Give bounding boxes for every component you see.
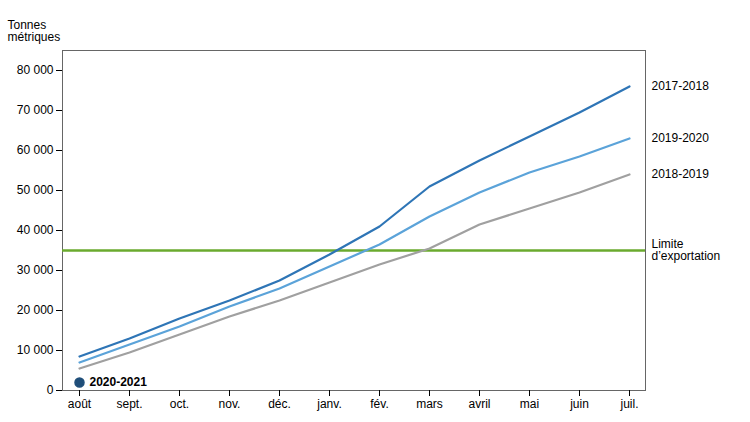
svg-text:oct.: oct. [170,397,189,411]
svg-text:20 000: 20 000 [17,303,54,317]
svg-text:Tonnesmétriques: Tonnesmétriques [8,18,61,44]
svg-text:70 000: 70 000 [17,103,54,117]
svg-text:janv.: janv. [316,397,341,411]
svg-text:juin: juin [569,397,589,411]
svg-text:40 000: 40 000 [17,223,54,237]
svg-text:fév.: fév. [370,397,388,411]
svg-text:sept.: sept. [116,397,142,411]
svg-text:80 000: 80 000 [17,63,54,77]
svg-text:30 000: 30 000 [17,263,54,277]
svg-text:10 000: 10 000 [17,343,54,357]
svg-text:50 000: 50 000 [17,183,54,197]
svg-text:2019-2020: 2019-2020 [652,131,710,145]
svg-text:2020-2021: 2020-2021 [90,375,148,389]
svg-text:2018-2019: 2018-2019 [652,167,710,181]
svg-text:mai: mai [520,397,539,411]
svg-text:juil.: juil. [619,397,638,411]
svg-text:60 000: 60 000 [17,143,54,157]
svg-text:nov.: nov. [219,397,241,411]
svg-text:déc.: déc. [268,397,291,411]
svg-text:0: 0 [47,383,54,397]
svg-text:avril: avril [468,397,490,411]
svg-text:2017-2018: 2017-2018 [652,79,710,93]
svg-text:mars: mars [416,397,443,411]
svg-text:Limited’exportation: Limited’exportation [652,237,721,263]
svg-text:août: août [68,397,92,411]
